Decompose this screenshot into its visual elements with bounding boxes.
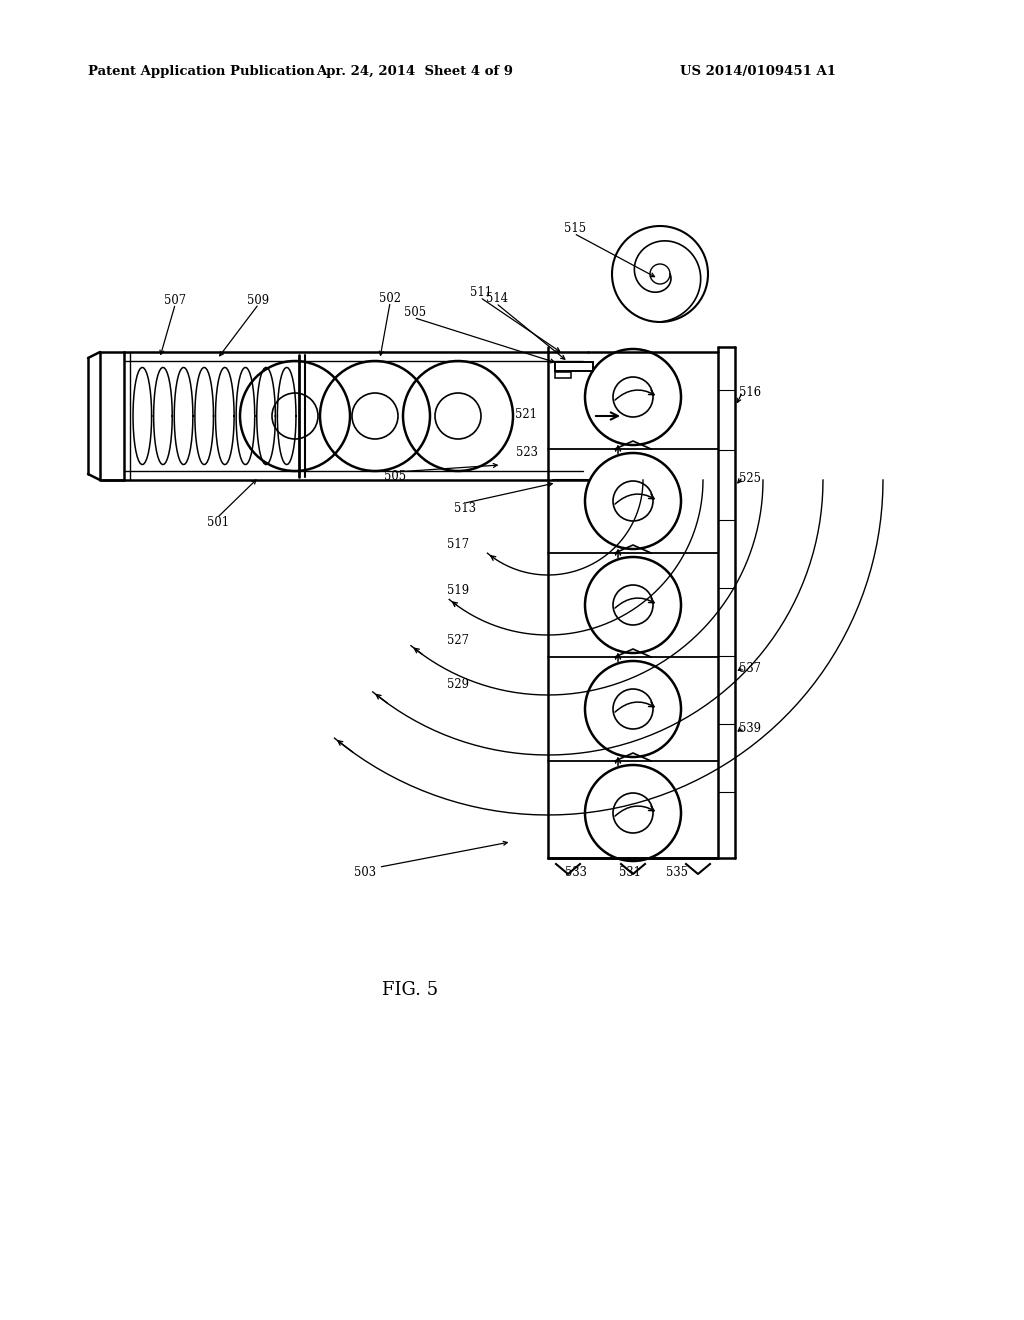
Text: 535: 535 <box>666 866 688 879</box>
Text: 503: 503 <box>354 866 376 879</box>
Text: US 2014/0109451 A1: US 2014/0109451 A1 <box>680 66 836 78</box>
Text: 523: 523 <box>516 446 538 458</box>
Bar <box>555 372 571 378</box>
Text: 517: 517 <box>446 539 469 552</box>
Text: 502: 502 <box>379 292 401 305</box>
Text: 531: 531 <box>618 866 641 879</box>
Text: 529: 529 <box>447 678 469 692</box>
Text: 514: 514 <box>486 293 508 305</box>
Text: 511: 511 <box>470 286 493 300</box>
Text: 507: 507 <box>164 293 186 306</box>
Text: 533: 533 <box>565 866 587 879</box>
Text: 515: 515 <box>564 222 586 235</box>
Text: 521: 521 <box>515 408 537 421</box>
Text: 539: 539 <box>739 722 761 734</box>
Text: Apr. 24, 2014  Sheet 4 of 9: Apr. 24, 2014 Sheet 4 of 9 <box>316 66 513 78</box>
Text: 509: 509 <box>247 293 269 306</box>
Text: 516: 516 <box>739 387 761 400</box>
Text: 537: 537 <box>739 661 761 675</box>
Bar <box>555 362 593 371</box>
Text: Patent Application Publication: Patent Application Publication <box>88 66 314 78</box>
Text: 505: 505 <box>403 306 426 319</box>
Text: 527: 527 <box>447 634 469 647</box>
Text: 513: 513 <box>454 502 476 515</box>
Text: 519: 519 <box>446 583 469 597</box>
Text: 505: 505 <box>384 470 407 483</box>
Text: 501: 501 <box>207 516 229 529</box>
Text: 525: 525 <box>739 471 761 484</box>
Text: FIG. 5: FIG. 5 <box>382 981 438 999</box>
